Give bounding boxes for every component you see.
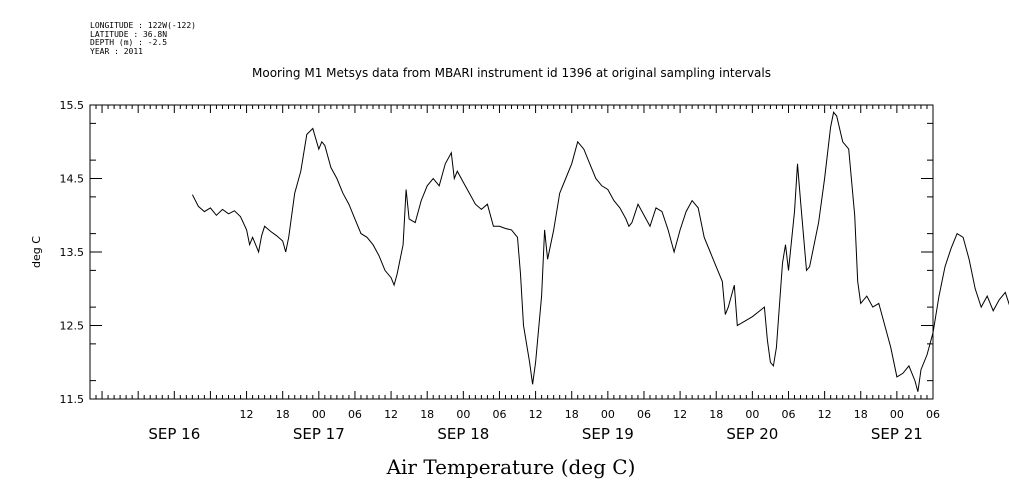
x-day-label: SEP 19 [582, 425, 634, 443]
x-tick-label: 06 [637, 408, 651, 421]
y-tick-label: 14.5 [60, 173, 85, 186]
x-day-label: SEP 20 [726, 425, 778, 443]
x-tick-label: 00 [745, 408, 759, 421]
x-tick-label: 12 [529, 408, 543, 421]
series-line [191, 111, 1009, 392]
x-tick-label: 06 [492, 408, 506, 421]
x-tick-label: 12 [384, 408, 398, 421]
x-axis: 12 18 00 06 12 18 00 06 12 18 00 06 12 18 00 06 12 18 00 06… [89, 105, 940, 443]
x-tick-label: 00 [601, 408, 615, 421]
x-axis-label: Air Temperature (deg C) [386, 455, 636, 479]
plot-frame [89, 104, 934, 400]
y-tick-label: 12.5 [60, 320, 85, 333]
y-axis: 11.5 12.5 13.5 14.5 15.5 [60, 99, 933, 406]
y-tick-label: 15.5 [60, 99, 85, 112]
x-tick-label: 18 [709, 408, 723, 421]
x-tick-label: 12 [818, 408, 832, 421]
year-text: YEAR : 2011 [90, 46, 143, 56]
x-tick-label: 12 [673, 408, 687, 421]
x-day-label: SEP 16 [148, 425, 200, 443]
x-tick-label: 18 [420, 408, 434, 421]
y-tick-label: 13.5 [60, 246, 85, 259]
longitude-text: LONGITUDE : 122W(-122) [90, 21, 196, 30]
x-day-label: SEP 21 [871, 425, 923, 443]
x-tick-label: 06 [781, 408, 795, 421]
x-day-label: SEP 17 [293, 425, 345, 443]
x-tick-label: 18 [565, 408, 579, 421]
x-tick-label: 06 [926, 408, 940, 421]
y-tick-label: 11.5 [60, 393, 85, 406]
x-tick-label: 18 [276, 408, 290, 421]
y-axis-label: deg C [30, 236, 43, 268]
x-tick-label: 00 [456, 408, 470, 421]
latitude-text: LATITUDE : 36.8N [90, 29, 168, 39]
x-tick-label: 00 [312, 408, 326, 421]
metadata-block: LONGITUDE : 122W(-122) LATITUDE : 36.8N … [90, 21, 196, 56]
x-tick-label: 18 [854, 408, 868, 421]
x-tick-label: 12 [240, 408, 254, 421]
x-day-label: SEP 18 [437, 425, 489, 443]
x-tick-label: 00 [890, 408, 904, 421]
x-tick-label: 06 [348, 408, 362, 421]
depth-text: DEPTH (m) : -2.5 [90, 38, 168, 47]
chart-title: Mooring M1 Metsys data from MBARI instru… [252, 66, 771, 80]
